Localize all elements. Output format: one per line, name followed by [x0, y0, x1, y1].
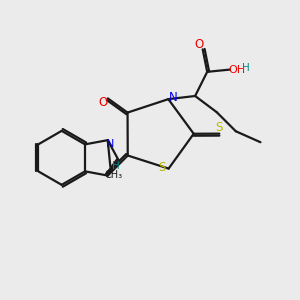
Text: S: S	[216, 121, 223, 134]
Text: N: N	[106, 139, 114, 149]
Text: S: S	[158, 161, 165, 174]
Text: N: N	[169, 91, 178, 104]
Text: O: O	[98, 96, 108, 109]
Text: OH: OH	[228, 64, 245, 75]
Text: H: H	[242, 63, 250, 73]
Text: H: H	[112, 161, 120, 171]
Text: O: O	[194, 38, 203, 51]
Text: CH₃: CH₃	[104, 170, 122, 180]
